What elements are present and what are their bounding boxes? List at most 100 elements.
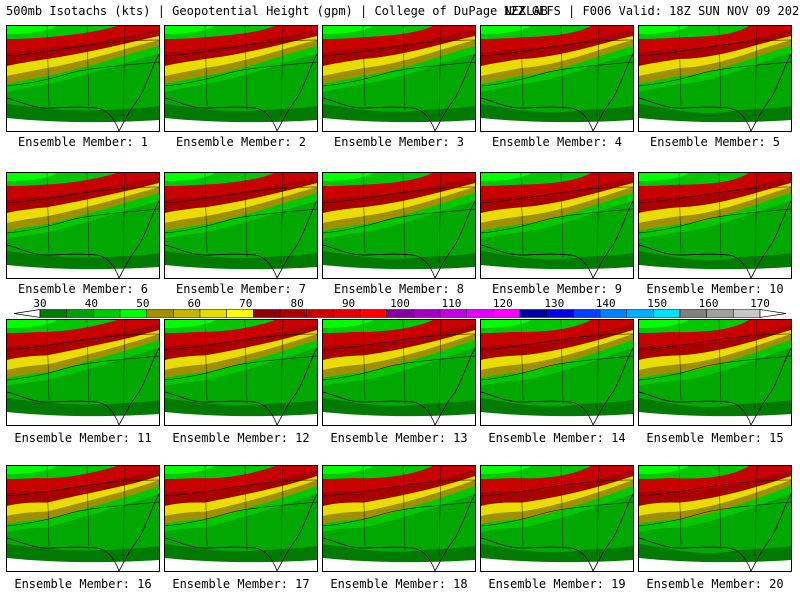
isotach-map [7,320,159,425]
colorbar-cell [253,309,281,318]
colorbar-tick-label: 160 [698,297,719,310]
ensemble-member-label: Ensemble Member: 10 [646,282,784,296]
page-title: 500mb Isotachs (kts) | Geopotential Heig… [6,4,800,18]
ensemble-member-label: Ensemble Member: 5 [649,135,781,149]
colorbar-cell [546,309,574,318]
ensemble-member-label: Ensemble Member: 9 [491,282,623,296]
ensemble-panel-11 [6,319,160,426]
isotach-map [323,466,475,571]
isotach-map [7,26,159,131]
colorbar-cell [733,309,761,318]
colorbar-arrow-left [13,309,41,318]
colorbar-cell [333,309,361,318]
colorbar-tick-label: 40 [84,297,99,310]
ensemble-member-label: Ensemble Member: 2 [175,135,307,149]
ensemble-panel-6 [6,172,160,279]
colorbar-cell [119,309,147,318]
ensemble-member-label: Ensemble Member: 8 [333,282,465,296]
ensemble-panel-9 [480,172,634,279]
colorbar-tick-label: 100 [390,297,410,310]
colorbar-tick-label: 80 [290,297,304,310]
colorbar-cell [146,309,174,318]
isotach-map [481,26,633,131]
colorbar-cell [599,309,627,318]
ensemble-panel-13 [322,319,476,426]
isotach-map [7,466,159,571]
ensemble-member-label: Ensemble Member: 6 [17,282,149,296]
colorbar-cell [173,309,201,318]
ensemble-panel-20 [638,465,792,572]
ensemble-member-label: Ensemble Member: 17 [172,577,310,591]
colorbar-cell [493,309,521,318]
isotach-map [323,173,475,278]
colorbar-cell [573,309,601,318]
ensemble-panel-14 [480,319,634,426]
colorbar-cell [653,309,681,318]
colorbar-cell [466,309,494,318]
colorbar-tick-label: 30 [33,297,47,310]
colorbar-cell [39,309,67,318]
isotach-map [323,26,475,131]
ensemble-member-label: Ensemble Member: 13 [330,431,468,445]
ensemble-panel-7 [164,172,318,279]
colorbar-cell [226,309,254,318]
isotach-map [639,26,791,131]
ensemble-member-label: Ensemble Member: 11 [14,431,152,445]
colorbar-cell [359,309,387,318]
ensemble-panel-19 [480,465,634,572]
colorbar-cell [199,309,227,318]
isotach-map [165,466,317,571]
ensemble-panel-10 [638,172,792,279]
ensemble-panel-8 [322,172,476,279]
ensemble-member-label: Ensemble Member: 18 [330,577,468,591]
ensemble-member-label: Ensemble Member: 4 [491,135,623,149]
colorbar-strip [13,309,787,318]
ensemble-member-label: Ensemble Member: 7 [175,282,307,296]
colorbar-tick-label: 170 [750,297,770,310]
colorbar-cell [439,309,467,318]
isotach-map [165,26,317,131]
colorbar-cell [626,309,654,318]
ensemble-panel-2 [164,25,318,132]
ensemble-panel-16 [6,465,160,572]
isotach-map [639,466,791,571]
colorbar-tick-label: 60 [187,297,201,310]
isotach-map [481,173,633,278]
colorbar-cell [306,309,334,318]
isotach-map [165,320,317,425]
colorbar-cell [386,309,414,318]
isotach-map [165,173,317,278]
colorbar-cell [93,309,121,318]
ensemble-panel-18 [322,465,476,572]
ensemble-panel-3 [322,25,476,132]
ensemble-member-label: Ensemble Member: 16 [14,577,152,591]
ensemble-member-label: Ensemble Member: 12 [172,431,310,445]
colorbar-cell [679,309,707,318]
ensemble-panel-12 [164,319,318,426]
isotach-map [481,466,633,571]
ensemble-member-label: Ensemble Member: 1 [17,135,149,149]
isotach-map [481,320,633,425]
ensemble-member-label: Ensemble Member: 3 [333,135,465,149]
ensemble-panel-5 [638,25,792,132]
colorbar-cell [66,309,94,318]
ensemble-panel-17 [164,465,318,572]
colorbar-cell [519,309,547,318]
colorbar-cell [706,309,734,318]
colorbar-tick-label: 50 [136,297,150,310]
ensemble-panel-4 [480,25,634,132]
ensemble-member-label: Ensemble Member: 20 [646,577,784,591]
ensemble-member-label: Ensemble Member: 15 [646,431,784,445]
isotach-map [323,320,475,425]
colorbar-tick-label: 110 [441,297,462,310]
colorbar-tick-label: 130 [544,297,565,310]
ensemble-member-label: Ensemble Member: 19 [488,577,626,591]
colorbar-cell [279,309,307,318]
title-left: 500mb Isotachs (kts) | Geopotential Heig… [6,4,548,18]
colorbar-arrow-right [759,309,787,318]
colorbar-tick-label: 150 [647,297,668,310]
isotach-map [639,320,791,425]
isotach-map [639,173,791,278]
colorbar-tick-label: 90 [341,297,356,310]
colorbar-tick-label: 120 [492,297,513,310]
